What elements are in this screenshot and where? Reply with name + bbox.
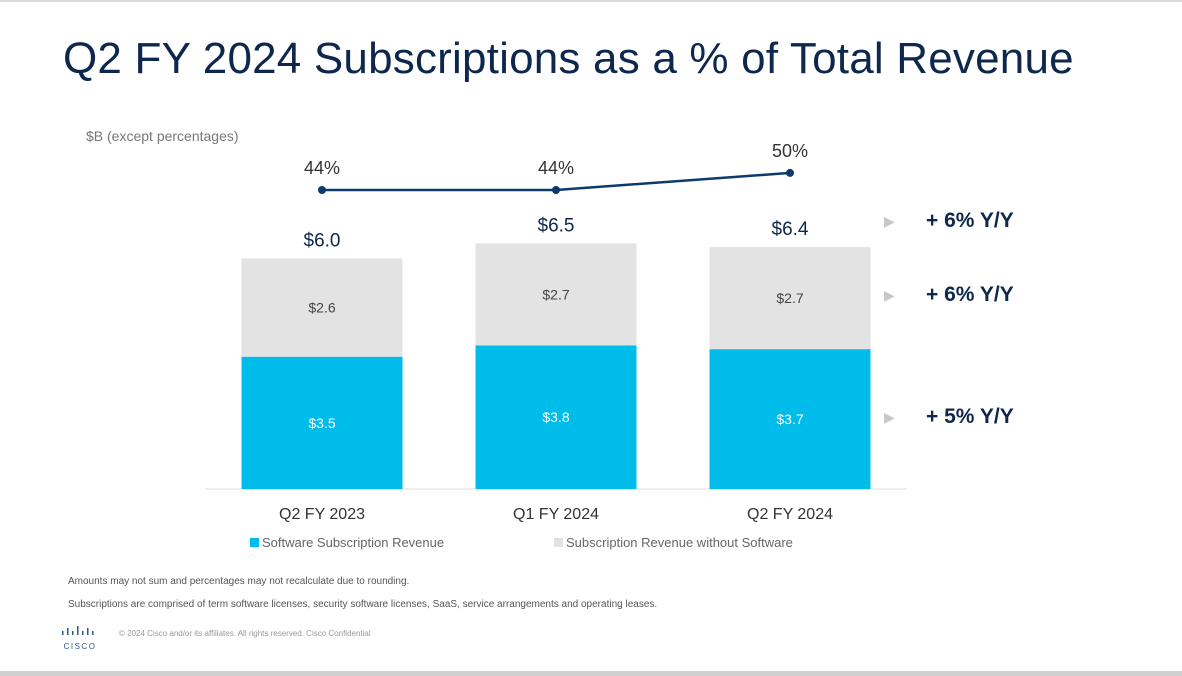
bottom-rule bbox=[0, 671, 1182, 676]
bar-non-software-2 bbox=[709, 247, 871, 350]
yoy-total-label: + 6% Y/Y bbox=[926, 209, 1014, 232]
share-label-1: 44% bbox=[538, 158, 574, 178]
legend-label-non-software: Subscription Revenue without Software bbox=[566, 535, 793, 550]
top-rule bbox=[0, 0, 1182, 2]
legend-label-software: Software Subscription Revenue bbox=[262, 535, 445, 550]
slide-title: Q2 FY 2024 Subscriptions as a % of Total… bbox=[63, 34, 1074, 83]
legend-item-non-software: Subscription Revenue without Software bbox=[554, 535, 793, 550]
total-label-2: $6.4 bbox=[772, 219, 809, 240]
arrow-icon: ▶ bbox=[884, 212, 895, 229]
label-software-2: $3.7 bbox=[776, 411, 803, 427]
bar-software-0 bbox=[241, 356, 403, 489]
arrow-icon: ▶ bbox=[884, 286, 895, 303]
logo-word: CISCO bbox=[63, 642, 97, 651]
legend: Software Subscription Revenue Subscripti… bbox=[250, 535, 793, 550]
label-non-software-2: $2.7 bbox=[776, 290, 803, 306]
share-label-2: 50% bbox=[772, 141, 808, 161]
category-label-2: Q2 FY 2024 bbox=[747, 506, 833, 523]
share-label-0: 44% bbox=[304, 158, 340, 178]
share-line: 44% 44% 50% bbox=[304, 141, 808, 194]
label-non-software-1: $2.7 bbox=[542, 286, 569, 302]
share-point-1 bbox=[552, 186, 560, 194]
footer-copyright: © 2024 Cisco and/or its affiliates. All … bbox=[119, 629, 371, 638]
bar-software-2 bbox=[709, 349, 871, 489]
total-label-1: $6.5 bbox=[538, 215, 575, 236]
yoy-total: ▶ + 6% Y/Y bbox=[884, 208, 1164, 234]
definition-note: Subscriptions are comprised of term soft… bbox=[68, 599, 658, 610]
yoy-non-software-label: + 6% Y/Y bbox=[926, 283, 1014, 306]
cisco-bars-icon bbox=[62, 626, 94, 635]
bar-non-software-1 bbox=[475, 243, 637, 346]
yoy-software-label: + 5% Y/Y bbox=[926, 405, 1014, 428]
legend-item-software: Software Subscription Revenue bbox=[250, 535, 554, 550]
bar-non-software-0 bbox=[241, 258, 403, 357]
label-non-software-0: $2.6 bbox=[308, 300, 335, 316]
share-point-0 bbox=[318, 186, 326, 194]
label-software-0: $3.5 bbox=[308, 415, 335, 431]
label-software-1: $3.8 bbox=[542, 409, 569, 425]
legend-swatch-software bbox=[250, 538, 259, 547]
unit-note: $B (except percentages) bbox=[86, 128, 239, 144]
arrow-icon: ▶ bbox=[884, 408, 895, 425]
category-label-1: Q1 FY 2024 bbox=[513, 506, 599, 523]
yoy-non-software: ▶ + 6% Y/Y bbox=[884, 282, 1164, 308]
legend-swatch-non-software bbox=[554, 538, 563, 547]
bar-software-1 bbox=[475, 345, 637, 489]
total-label-0: $6.0 bbox=[304, 230, 341, 251]
share-point-2 bbox=[786, 168, 794, 177]
yoy-software: ▶ + 5% Y/Y bbox=[884, 404, 1164, 430]
category-label-0: Q2 FY 2023 bbox=[279, 506, 365, 523]
cisco-logo: CISCO bbox=[60, 623, 100, 651]
rounding-note: Amounts may not sum and percentages may … bbox=[68, 576, 410, 587]
bars: $3.5 $2.6 $6.0 Q2 FY 2023 $3.8 $2.7 $6.5 Q1 FY … bbox=[241, 215, 871, 523]
